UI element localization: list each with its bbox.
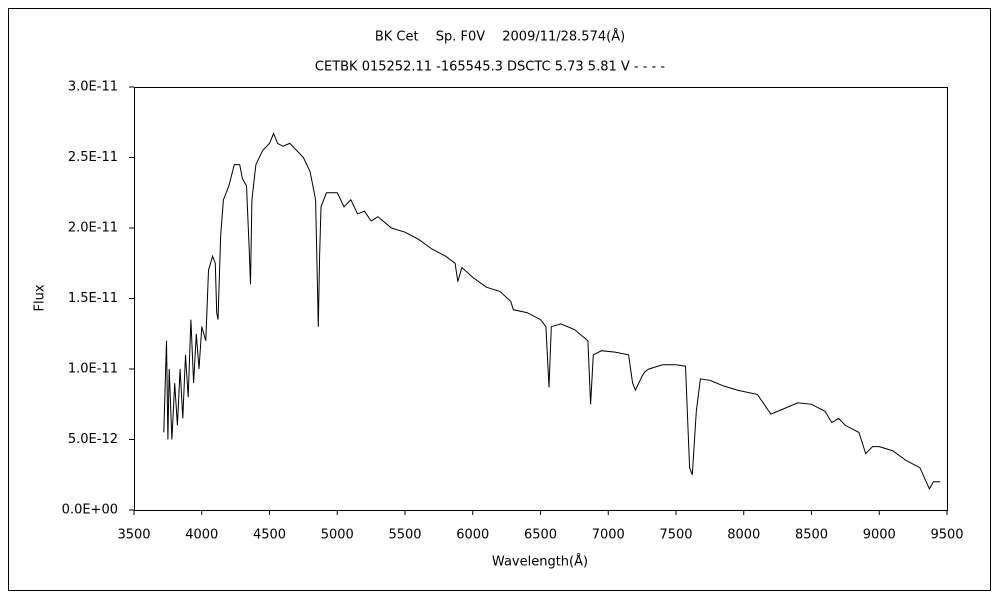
x-tick-label: 7000: [592, 528, 625, 543]
y-tick-label: 0.0E+00: [62, 503, 118, 518]
y-tick-label: 2.5E-11: [68, 150, 118, 165]
x-tick-label: 5000: [321, 528, 354, 543]
y-tick-label: 5.0E-12: [68, 432, 118, 447]
x-axis-label: Wavelength(Å): [492, 554, 588, 570]
x-tick-label: 8000: [727, 528, 760, 543]
x-tick-label: 4000: [185, 528, 218, 543]
x-tick-label: 9500: [930, 528, 963, 543]
chart-title: BK Cet Sp. F0V 2009/11/28.574(Å): [375, 29, 625, 45]
spectrum-line: [163, 132, 941, 491]
y-tick-label: 2.0E-11: [68, 221, 118, 236]
y-tick-label: 1.5E-11: [68, 291, 118, 306]
x-tick-label: 8500: [795, 528, 828, 543]
x-tick-label: 9000: [863, 528, 896, 543]
x-tick-label: 7500: [659, 528, 692, 543]
x-tick-label: 5500: [388, 528, 421, 543]
x-tick-label: 6500: [524, 528, 557, 543]
x-tick-label: 3500: [117, 528, 150, 543]
frame: [8, 8, 991, 591]
y-axis-label: Flux: [33, 284, 48, 311]
y-tick-label: 1.0E-11: [68, 362, 118, 377]
y-tick-label: 3.0E-11: [68, 80, 118, 95]
chart-subtitle: CETBK 015252.11 -165545.3 DSCTC 5.73 5.8…: [315, 60, 665, 75]
x-tick-label: 6000: [456, 528, 489, 543]
x-tick-label: 4500: [253, 528, 286, 543]
